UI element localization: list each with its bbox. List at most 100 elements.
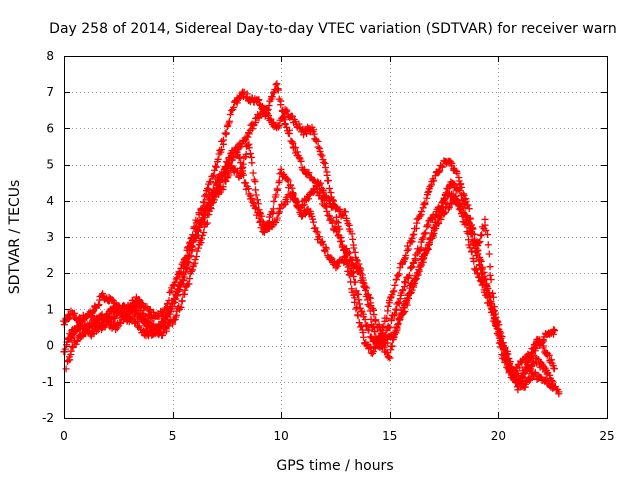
data-point xyxy=(358,271,366,279)
data-point xyxy=(422,245,430,253)
data-point xyxy=(455,205,463,213)
data-point xyxy=(317,150,325,158)
data-point xyxy=(486,263,494,271)
data-point xyxy=(248,195,256,203)
y-tick-label: 3 xyxy=(46,230,54,244)
data-point xyxy=(242,179,250,187)
y-tick-label: 2 xyxy=(46,266,54,280)
data-point xyxy=(95,300,103,308)
data-point xyxy=(207,178,215,186)
data-point xyxy=(213,179,221,187)
data-point xyxy=(309,218,317,226)
data-point xyxy=(386,354,394,362)
data-point xyxy=(289,189,297,197)
y-tick-label: 0 xyxy=(46,339,54,353)
data-point xyxy=(483,293,491,301)
data-point xyxy=(431,214,439,222)
data-point xyxy=(276,204,284,212)
data-point xyxy=(274,85,282,93)
data-point xyxy=(387,315,395,323)
data-point xyxy=(249,198,257,206)
y-tick-label: 1 xyxy=(46,302,54,316)
data-point xyxy=(533,354,541,362)
data-point xyxy=(503,356,511,364)
data-point xyxy=(324,176,332,184)
data-point xyxy=(188,243,196,251)
data-point xyxy=(476,277,484,285)
data-point xyxy=(392,306,400,314)
data-point xyxy=(360,279,368,287)
data-point xyxy=(462,219,470,227)
data-point xyxy=(248,159,256,167)
data-point xyxy=(222,177,230,185)
y-tick-label: 7 xyxy=(46,85,54,99)
data-point xyxy=(539,342,547,350)
data-point xyxy=(197,235,205,243)
data-point xyxy=(162,327,170,335)
data-point xyxy=(217,145,225,153)
data-point xyxy=(79,332,87,340)
data-point xyxy=(345,260,353,268)
data-point xyxy=(264,105,272,113)
data-point xyxy=(383,314,391,322)
data-point xyxy=(371,327,379,335)
y-tick-label: 6 xyxy=(46,121,54,135)
data-point xyxy=(405,290,413,298)
data-point xyxy=(530,345,538,353)
data-point xyxy=(474,246,482,254)
data-point xyxy=(303,206,311,214)
data-point xyxy=(478,231,486,239)
data-point xyxy=(407,264,415,272)
data-point xyxy=(61,345,69,353)
x-tick-label: 20 xyxy=(491,429,506,443)
data-point xyxy=(233,167,241,175)
data-point xyxy=(146,317,154,325)
data-point xyxy=(86,319,94,327)
data-point xyxy=(487,276,495,284)
data-point xyxy=(352,256,360,264)
data-point xyxy=(66,356,74,364)
data-point xyxy=(305,169,313,177)
data-point xyxy=(422,229,430,237)
data-point xyxy=(330,258,338,266)
data-point xyxy=(404,291,412,299)
data-point xyxy=(550,326,558,334)
data-point xyxy=(485,250,493,258)
data-point xyxy=(245,130,253,138)
data-point xyxy=(120,307,128,315)
data-point xyxy=(357,266,365,274)
data-point xyxy=(254,96,262,104)
data-point xyxy=(295,120,303,128)
data-point xyxy=(219,136,227,144)
data-point xyxy=(248,125,256,133)
data-point xyxy=(270,197,278,205)
data-point xyxy=(460,200,468,208)
data-point xyxy=(398,309,406,317)
data-point xyxy=(549,377,557,385)
data-point xyxy=(343,245,351,253)
data-point xyxy=(396,264,404,272)
data-point xyxy=(390,287,398,295)
data-point xyxy=(177,279,185,287)
data-point xyxy=(448,160,456,168)
data-point xyxy=(277,101,285,109)
data-point xyxy=(222,158,230,166)
data-point xyxy=(391,281,399,289)
data-point xyxy=(508,371,516,379)
data-point xyxy=(392,275,400,283)
data-point xyxy=(417,244,425,252)
data-point xyxy=(364,301,372,309)
data-point xyxy=(239,160,247,168)
data-point xyxy=(85,323,93,331)
data-point xyxy=(375,323,383,331)
grid-lines xyxy=(64,56,607,418)
data-point xyxy=(388,342,396,350)
data-point xyxy=(265,102,273,110)
data-point xyxy=(101,315,109,323)
data-point xyxy=(430,226,438,234)
data-point xyxy=(401,279,409,287)
data-point xyxy=(253,196,261,204)
data-point xyxy=(317,179,325,187)
data-point xyxy=(171,295,179,303)
data-point xyxy=(454,201,462,209)
